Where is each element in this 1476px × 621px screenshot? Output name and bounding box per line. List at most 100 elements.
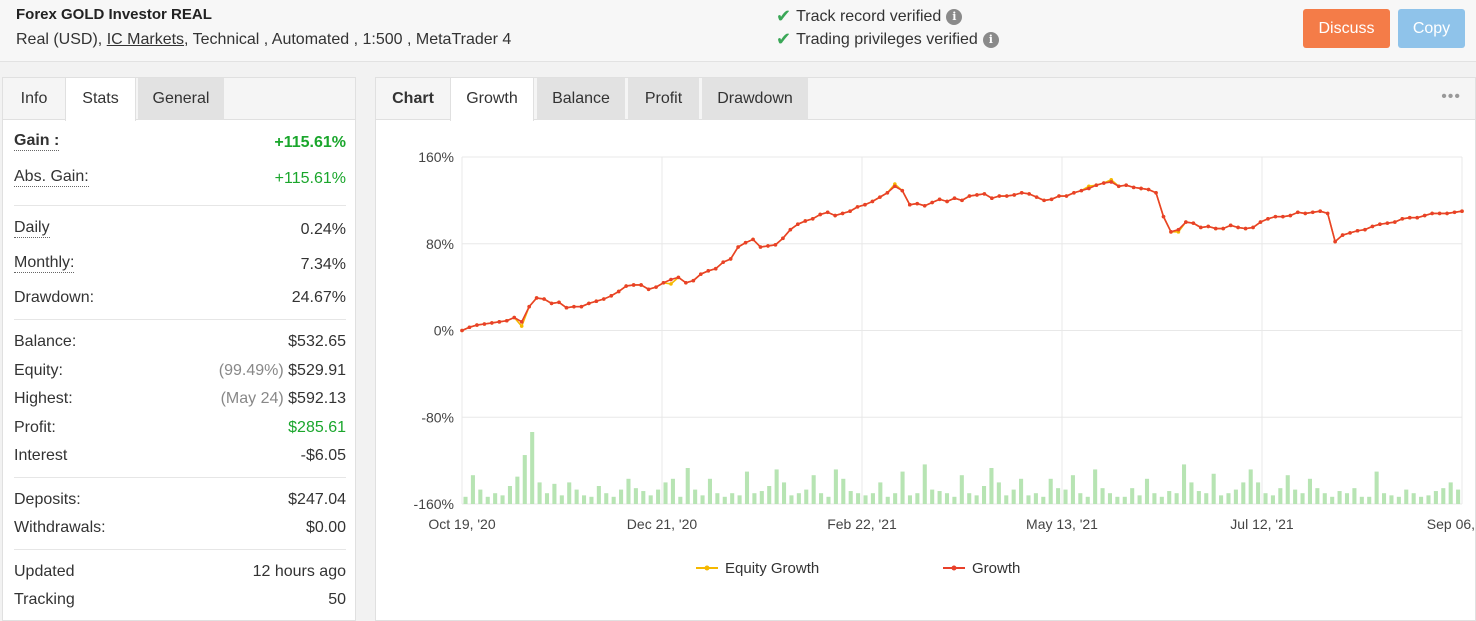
growth-point bbox=[818, 212, 823, 217]
equity-values: (99.49%) $529.91 bbox=[219, 360, 346, 382]
abs-gain-label[interactable]: Abs. Gain: bbox=[14, 168, 89, 187]
growth-point bbox=[1251, 225, 1255, 230]
volume-bar bbox=[1167, 491, 1172, 504]
volume-bar bbox=[1041, 496, 1046, 504]
growth-point bbox=[1184, 220, 1188, 224]
account-details: , Technical , Automated , 1:500 , MetaTr… bbox=[184, 31, 512, 48]
volume-bar bbox=[752, 493, 757, 504]
growth-point bbox=[504, 318, 509, 323]
volume-bar bbox=[900, 471, 905, 504]
broker-link[interactable]: IC Markets bbox=[106, 31, 185, 48]
growth-point bbox=[1072, 190, 1076, 195]
growth-point bbox=[1139, 186, 1143, 191]
track-record-label: Track record verified bbox=[796, 7, 942, 25]
trading-privileges-verified: ✔ Trading privileges verified i bbox=[776, 29, 999, 50]
volume-bar bbox=[1011, 489, 1016, 504]
account-title: Forex GOLD Investor REAL bbox=[16, 6, 212, 23]
volume-bar bbox=[922, 464, 927, 504]
tab-info[interactable]: Info bbox=[20, 90, 48, 107]
growth-point bbox=[743, 240, 748, 245]
info-icon[interactable]: i bbox=[982, 31, 999, 48]
volume-bar bbox=[1085, 496, 1090, 504]
daily-label[interactable]: Daily bbox=[14, 219, 50, 238]
volume-bar bbox=[1100, 488, 1105, 504]
x-tick-label: Oct 19, '20 bbox=[428, 516, 495, 532]
growth-point bbox=[1363, 227, 1367, 232]
profit-label: Profit: bbox=[14, 419, 56, 436]
discuss-button[interactable]: Discuss bbox=[1303, 9, 1390, 48]
volume-bar bbox=[1211, 473, 1216, 504]
volume-bar bbox=[1300, 493, 1305, 504]
growth-point bbox=[1012, 193, 1017, 197]
volume-bar bbox=[1048, 478, 1053, 504]
tab-general[interactable]: General bbox=[138, 78, 224, 120]
deposits-row: Deposits: $247.04 bbox=[14, 489, 346, 511]
volume-bar bbox=[567, 482, 572, 504]
volume-bar bbox=[633, 488, 638, 504]
volume-bar bbox=[744, 471, 750, 504]
volume-bar bbox=[1107, 493, 1112, 504]
growth-point bbox=[870, 199, 875, 204]
volume-bar bbox=[574, 489, 579, 504]
volume-bar bbox=[493, 493, 498, 504]
growth-point bbox=[766, 244, 770, 248]
volume-bar bbox=[1241, 482, 1246, 504]
tab-stats[interactable]: Stats bbox=[65, 78, 136, 121]
growth-point bbox=[460, 328, 464, 333]
growth-point bbox=[601, 297, 606, 301]
volume-bar bbox=[796, 493, 801, 504]
growth-point bbox=[542, 297, 546, 301]
growth-point bbox=[572, 304, 576, 309]
volume-bar bbox=[582, 495, 587, 504]
growth-point bbox=[1228, 223, 1233, 228]
growth-point bbox=[527, 304, 531, 309]
growth-point bbox=[1452, 210, 1457, 215]
tab-growth[interactable]: Growth bbox=[450, 78, 534, 121]
volume-bar bbox=[833, 469, 838, 504]
account-meta: Real (USD), IC Markets, Technical , Auto… bbox=[16, 31, 511, 49]
volume-bar bbox=[1382, 493, 1387, 504]
growth-point bbox=[609, 294, 614, 298]
divider bbox=[14, 319, 346, 320]
info-icon[interactable]: i bbox=[946, 8, 963, 25]
chart-legend[interactable]: Equity Growth Growth bbox=[696, 560, 1020, 577]
tab-balance[interactable]: Balance bbox=[537, 78, 625, 120]
withdrawals-row: Withdrawals: $0.00 bbox=[14, 517, 346, 539]
deposits-value: $247.04 bbox=[288, 491, 346, 508]
growth-point bbox=[519, 320, 524, 324]
growth-point bbox=[691, 278, 696, 283]
copy-button[interactable]: Copy bbox=[1398, 9, 1465, 48]
volume-bar bbox=[1374, 471, 1379, 504]
volume-bar bbox=[1344, 493, 1350, 504]
tab-profit[interactable]: Profit bbox=[628, 78, 699, 120]
volume-bar bbox=[989, 468, 994, 504]
volume-bar bbox=[478, 489, 483, 504]
volume-bar bbox=[848, 491, 853, 504]
growth-point bbox=[713, 266, 718, 271]
balance-label: Balance: bbox=[14, 333, 77, 350]
volume-bar bbox=[1248, 469, 1253, 504]
volume-bar bbox=[1337, 491, 1342, 504]
chart-panel: Chart Growth Balance Profit Drawdown •••… bbox=[375, 77, 1476, 621]
volume-bar bbox=[737, 495, 742, 504]
growth-point bbox=[467, 325, 472, 330]
divider bbox=[14, 549, 346, 550]
monthly-label[interactable]: Monthly: bbox=[14, 254, 75, 273]
highest-values: (May 24) $592.13 bbox=[221, 388, 346, 410]
interest-label: Interest bbox=[14, 447, 68, 464]
profit-row: Profit: $285.61 bbox=[14, 417, 346, 439]
growth-point bbox=[639, 283, 643, 287]
volume-bar bbox=[856, 493, 861, 504]
more-options-icon[interactable]: ••• bbox=[1441, 88, 1461, 105]
growth-point bbox=[930, 200, 934, 205]
gain-label[interactable]: Gain : bbox=[14, 132, 60, 151]
volume-bar bbox=[1411, 493, 1416, 504]
tab-drawdown[interactable]: Drawdown bbox=[702, 78, 808, 120]
volume-bar bbox=[544, 493, 550, 504]
growth-point bbox=[803, 219, 808, 223]
chart-tabs: Chart Growth Balance Profit Drawdown ••• bbox=[376, 78, 1475, 121]
highest-row: Highest: (May 24) $592.13 bbox=[14, 388, 346, 410]
volume-bar bbox=[685, 468, 690, 504]
growth-point bbox=[796, 222, 800, 227]
equity-percent: (99.49%) bbox=[218, 362, 284, 379]
